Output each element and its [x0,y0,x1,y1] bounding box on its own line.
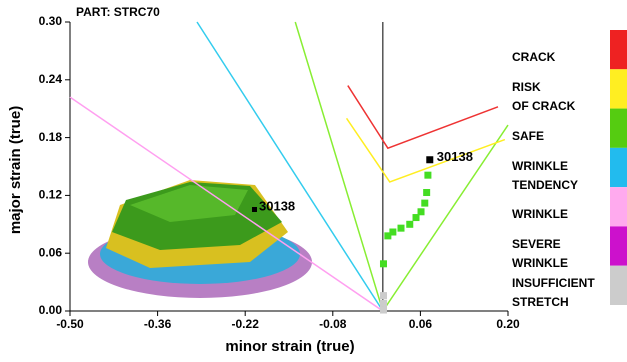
x-tick-label: -0.36 [144,317,172,331]
legend-swatch [610,266,627,305]
legend-swatch [610,226,627,265]
chart-title: PART: STRC70 [76,5,160,19]
annotation: 30138 [259,198,295,213]
y-tick-label: 0.12 [39,188,63,202]
annotation: 30138 [437,149,473,164]
x-tick-label: 0.06 [409,317,433,331]
legend-label: SAFE [512,127,602,146]
page: PART: STRC70 minor strain (true) major s… [0,0,627,362]
strain-point [380,300,387,307]
strain-point [380,307,387,314]
strain-point [406,221,413,228]
strain-point [424,172,431,179]
legend-label: RISK OF CRACK [512,78,602,116]
legend-swatch [610,109,627,148]
y-tick-label: 0.24 [39,72,63,86]
legend-label: WRINKLE [512,205,602,224]
x-tick-label: 0.20 [496,317,520,331]
strain-point [418,208,425,215]
x-axis-label: minor strain (true) [225,338,354,355]
strain-point [380,260,387,267]
limit-line [295,22,508,311]
strain-point [421,200,428,207]
legend-swatch [610,148,627,187]
y-tick-label: 0.18 [39,130,63,144]
legend-label: CRACK [512,48,602,67]
y-axis-label: major strain (true) [7,106,24,234]
limit-line [348,86,498,149]
x-tick-label: -0.08 [319,317,347,331]
strain-point [423,189,430,196]
y-tick-label: 0.06 [39,245,63,259]
legend-swatch [610,69,627,108]
y-tick-label: 0.00 [39,303,63,317]
x-tick-label: -0.50 [56,317,84,331]
y-tick-label: 0.30 [39,14,63,28]
legend-swatch [610,187,627,226]
strain-point [426,156,433,163]
strain-point [389,229,396,236]
legend-label: WRINKLE TENDENCY [512,157,602,195]
legend-label: SEVERE WRINKLE [512,235,602,273]
x-tick-label: -0.22 [232,317,260,331]
strain-point [398,225,405,232]
strain-point [380,292,387,299]
legend-label: INSUFFICIENT STRETCH [512,274,602,312]
legend-swatch [610,30,627,69]
